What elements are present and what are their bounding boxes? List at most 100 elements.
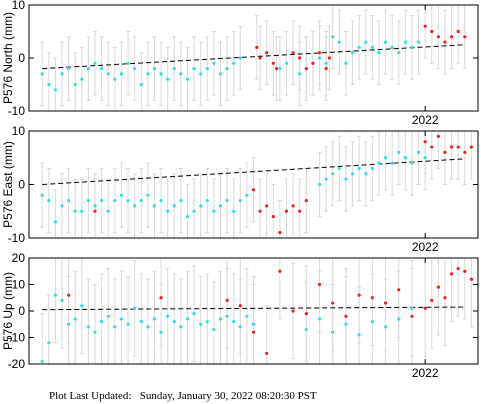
cyan-data-point xyxy=(225,314,229,318)
red-data-point xyxy=(304,67,308,71)
red-data-point xyxy=(298,209,302,213)
cyan-data-point xyxy=(60,72,64,76)
red-data-point xyxy=(278,231,282,235)
trend-line xyxy=(42,44,465,70)
cyan-data-point xyxy=(232,61,236,65)
cyan-data-point xyxy=(172,67,176,71)
red-data-point xyxy=(298,56,302,60)
cyan-data-point xyxy=(192,209,196,213)
chart-panel-3: -20 -10 0 10 20 2022 P576 Up (mm) xyxy=(1,251,479,380)
red-data-point xyxy=(255,45,259,50)
plot-updated-footer: Plot Last Updated: Sunday, January 30, 2… xyxy=(49,390,317,402)
y-tick-label: -10 xyxy=(8,104,26,118)
cyan-data-point xyxy=(397,317,401,321)
cyan-data-point xyxy=(152,317,157,321)
cyan-data-point xyxy=(172,320,176,324)
cyan-data-point xyxy=(225,198,229,203)
cyan-data-point xyxy=(146,72,150,76)
red-data-point xyxy=(331,301,335,305)
red-data-point xyxy=(456,145,460,149)
cyan-data-point xyxy=(93,204,97,208)
footer-timestamp: Sunday, January 30, 2022 08:20:30 PST xyxy=(139,390,317,402)
red-data-point xyxy=(469,277,473,281)
cyan-data-point xyxy=(357,166,361,171)
red-data-point xyxy=(430,29,434,34)
red-data-point xyxy=(327,56,332,60)
cyan-data-point xyxy=(40,193,44,197)
cyan-data-point xyxy=(119,72,124,76)
cyan-data-point xyxy=(185,215,190,219)
y-tick-label: 0 xyxy=(18,304,25,318)
cyan-data-point xyxy=(331,330,335,334)
cyan-data-point xyxy=(199,204,203,208)
red-data-point xyxy=(67,293,71,297)
cyan-data-point xyxy=(238,325,242,329)
x-tick-label: 2022 xyxy=(412,366,439,380)
red-data-point xyxy=(383,301,388,305)
cyan-data-point xyxy=(185,77,190,81)
cyan-data-point xyxy=(159,330,163,334)
red-data-point xyxy=(265,51,269,55)
red-data-point xyxy=(436,134,440,138)
cyan-data-point xyxy=(304,327,308,332)
red-data-point xyxy=(275,67,279,71)
cyan-data-point xyxy=(370,45,374,50)
cyan-data-point xyxy=(337,166,341,171)
red-data-point xyxy=(463,150,467,154)
cyan-data-point xyxy=(67,198,71,203)
cyan-data-point xyxy=(383,156,388,160)
cyan-data-point xyxy=(212,61,216,65)
cyan-data-point xyxy=(113,325,117,329)
cyan-data-point xyxy=(416,150,421,154)
cyan-data-point xyxy=(199,322,203,326)
red-data-point xyxy=(430,298,434,302)
cyan-data-point xyxy=(212,327,216,332)
red-data-point xyxy=(410,314,414,318)
red-data-point xyxy=(93,209,97,213)
cyan-data-point xyxy=(245,193,249,197)
cyan-data-point xyxy=(179,325,183,329)
cyan-data-point xyxy=(298,72,302,76)
red-data-point xyxy=(463,35,467,39)
cyan-data-point xyxy=(179,198,183,203)
cyan-data-point xyxy=(80,77,84,81)
y-tick-label: -20 xyxy=(8,357,26,371)
y-tick-label: 10 xyxy=(12,124,26,138)
cyan-data-point xyxy=(73,317,77,321)
cyan-data-point xyxy=(166,209,170,213)
cyan-data-point xyxy=(317,317,322,321)
cyan-data-point xyxy=(93,330,97,334)
cyan-data-point xyxy=(139,198,143,203)
y-tick-label: 10 xyxy=(12,278,26,292)
cyan-data-point xyxy=(218,204,223,208)
cyan-data-point xyxy=(383,40,388,44)
cyan-data-point xyxy=(60,204,64,208)
red-data-point xyxy=(443,150,447,154)
cyan-data-point xyxy=(106,314,110,318)
cyan-data-point xyxy=(47,341,51,345)
cyan-data-point xyxy=(317,182,322,187)
cyan-data-point xyxy=(139,320,143,324)
cyan-data-point xyxy=(126,198,130,203)
cyan-data-point xyxy=(238,198,242,203)
x-tick-label: 2022 xyxy=(412,113,439,127)
cyan-data-point xyxy=(350,172,355,176)
cyan-data-point xyxy=(67,67,71,71)
cyan-data-point xyxy=(245,314,249,318)
cyan-data-point xyxy=(218,72,223,76)
red-data-point xyxy=(317,282,322,287)
red-data-point xyxy=(271,61,275,65)
red-data-point xyxy=(456,267,460,271)
cyan-data-point xyxy=(370,320,374,324)
red-data-point xyxy=(324,67,328,71)
cyan-data-point xyxy=(423,156,427,160)
cyan-data-point xyxy=(357,45,361,50)
cyan-data-point xyxy=(377,161,381,165)
cyan-data-point xyxy=(364,40,368,44)
cyan-data-point xyxy=(159,72,163,76)
red-data-point xyxy=(159,296,163,300)
red-data-point xyxy=(265,204,269,208)
cyan-data-point xyxy=(100,320,104,324)
red-data-point xyxy=(265,351,269,355)
cyan-data-point xyxy=(159,198,163,203)
